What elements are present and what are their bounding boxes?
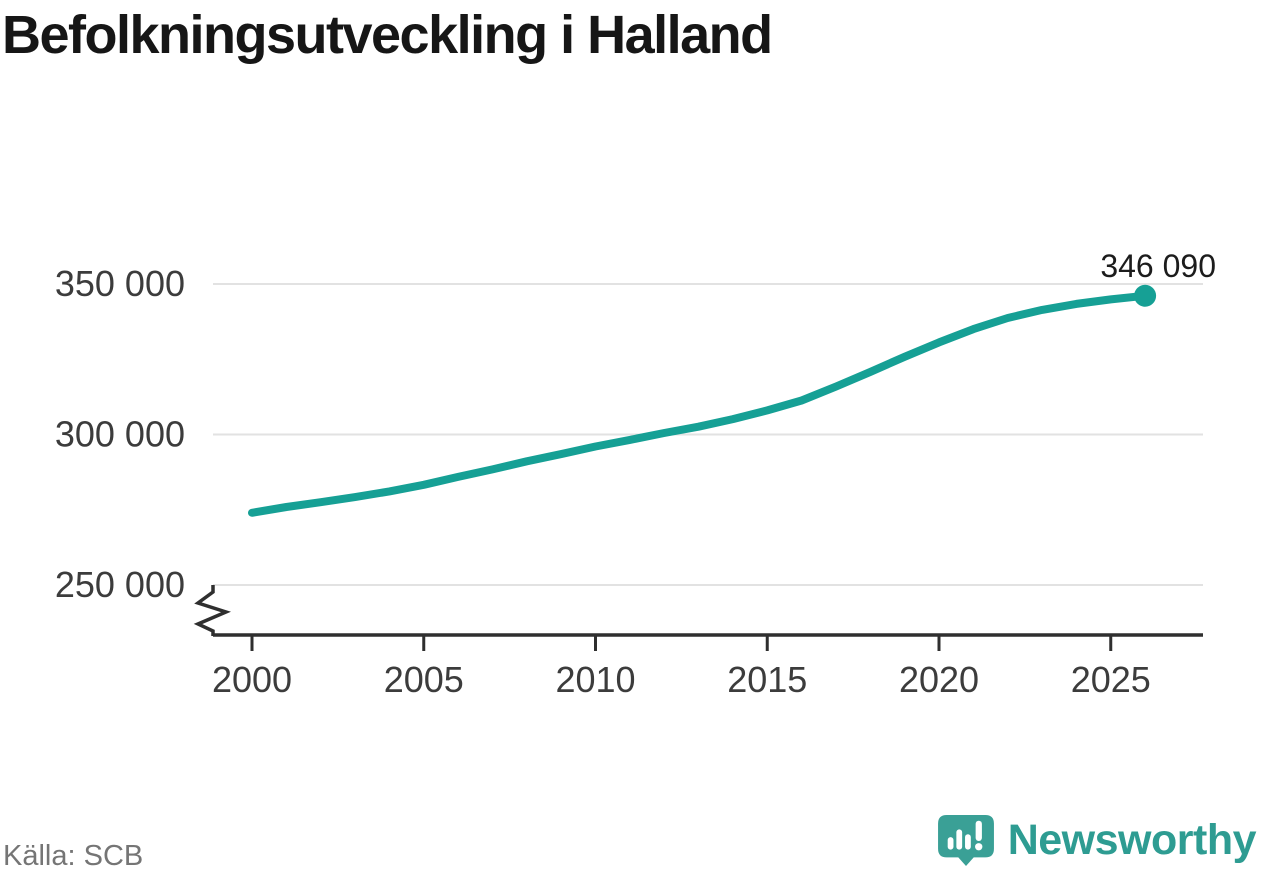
- y-axis-label: 350 000: [55, 263, 185, 304]
- x-axis-label: 2000: [212, 659, 292, 700]
- x-axis-label: 2005: [384, 659, 464, 700]
- latest-point-marker: [1134, 284, 1157, 307]
- logo-bar-tall: [956, 829, 962, 850]
- x-axis-ticks-group: 2000 2005 2010 2015 2020 2025: [212, 635, 1151, 700]
- x-axis-label: 2020: [899, 659, 979, 700]
- newsworthy-bubble-chart-icon: [937, 814, 994, 867]
- axis-break-icon: [193, 585, 231, 636]
- x-axis-label: 2015: [727, 659, 807, 700]
- x-axis-label: 2010: [555, 659, 635, 700]
- latest-value-label: 346 090: [1100, 248, 1216, 284]
- logo-exclamation-bar: [975, 820, 982, 841]
- chart-title: Befolkningsutveckling i Halland: [2, 5, 773, 65]
- logo-exclamation-dot: [974, 843, 983, 851]
- logo-bar-short: [947, 837, 954, 850]
- newsworthy-logo[interactable]: Newsworthy: [937, 814, 1257, 867]
- newsworthy-wordmark: Newsworthy: [1007, 816, 1257, 864]
- y-axis-labels-group: 350 000 300 000 250 000: [55, 263, 185, 605]
- y-axis-label: 300 000: [55, 414, 185, 455]
- logo-bar-medium: [964, 834, 971, 850]
- x-axis-label: 2025: [1071, 659, 1151, 700]
- source-caption: Källa: SCB: [3, 840, 144, 872]
- y-axis-label: 250 000: [55, 564, 185, 605]
- gridlines-group: [213, 283, 1203, 586]
- population-line: [248, 291, 1150, 517]
